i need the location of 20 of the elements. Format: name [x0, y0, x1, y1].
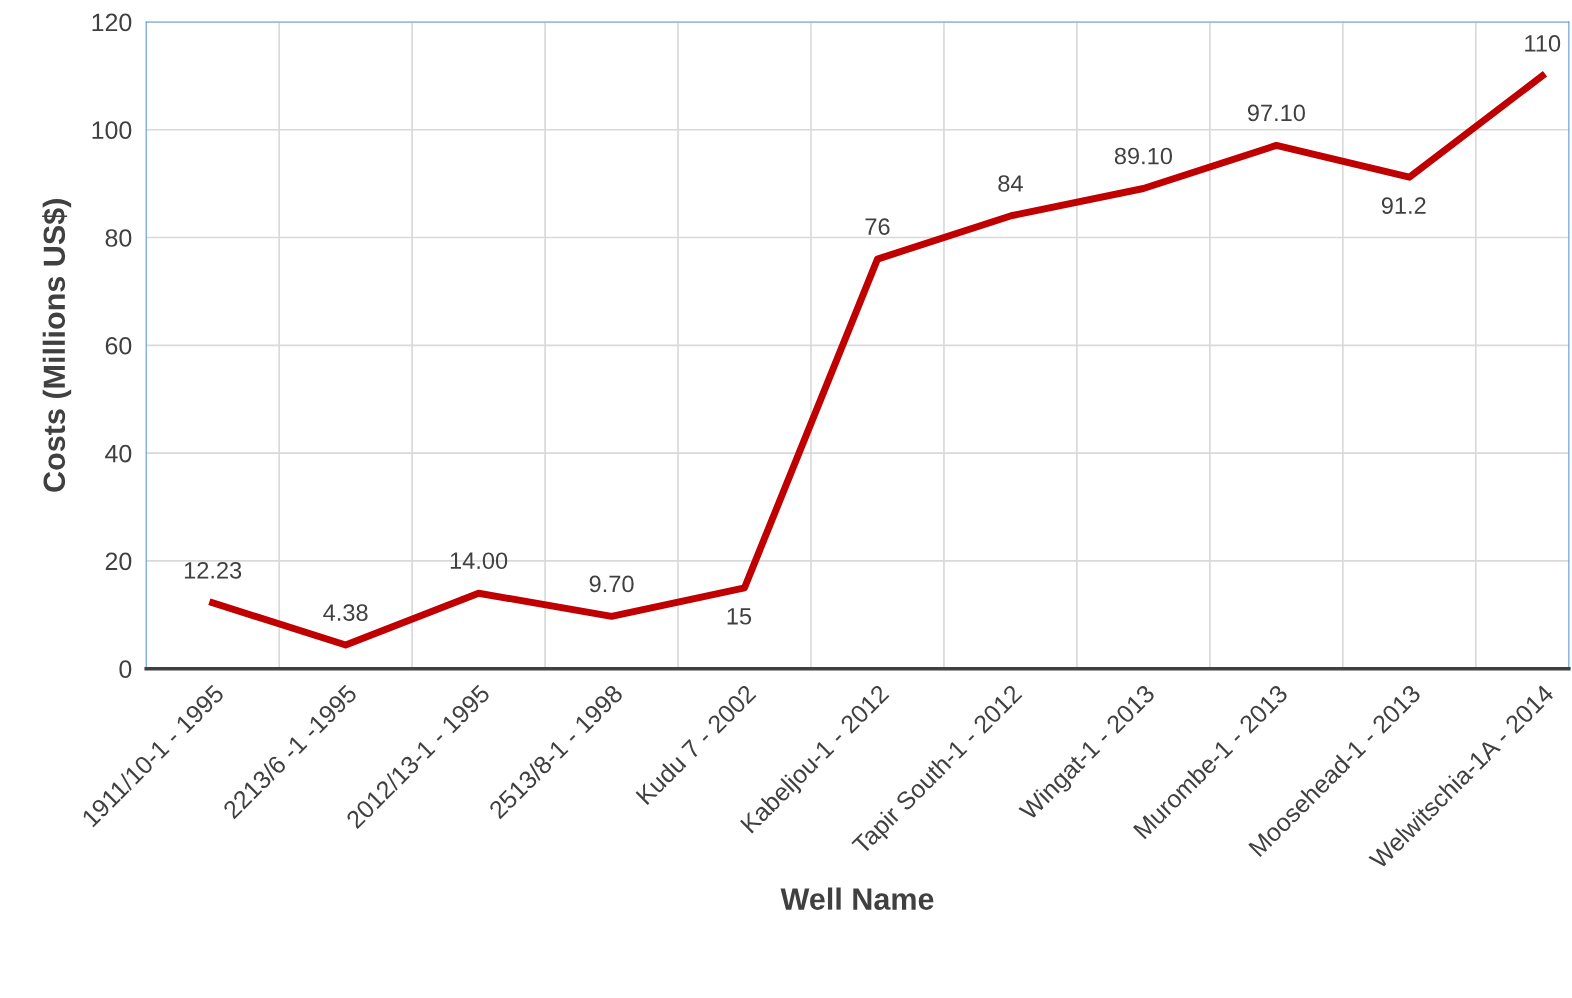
y-tick-label: 60	[105, 336, 132, 355]
x-axis-title: Well Name	[780, 887, 934, 910]
data-label: 89.10	[1114, 147, 1173, 165]
y-tick-label: 100	[92, 121, 132, 140]
data-label: 110	[1525, 35, 1561, 52]
data-label: 9.70	[589, 575, 634, 593]
y-tick-label: 40	[105, 444, 132, 463]
y-tick-label: 0	[119, 660, 132, 678]
y-tick-label: 80	[105, 229, 132, 247]
y-axis-title: Costs (Millions US$)	[42, 199, 72, 492]
data-label: 76	[865, 218, 890, 235]
data-label: 14.00	[450, 552, 508, 570]
y-tick-label: 120	[92, 13, 132, 32]
data-label: 97.10	[1247, 104, 1305, 122]
data-label: 15	[727, 608, 752, 625]
data-label: 91.2	[1381, 197, 1426, 214]
y-tick-label: 20	[105, 552, 132, 571]
data-label: 12.23	[184, 561, 242, 579]
data-label: 84	[998, 175, 1023, 192]
data-label: 4.38	[323, 604, 368, 621]
